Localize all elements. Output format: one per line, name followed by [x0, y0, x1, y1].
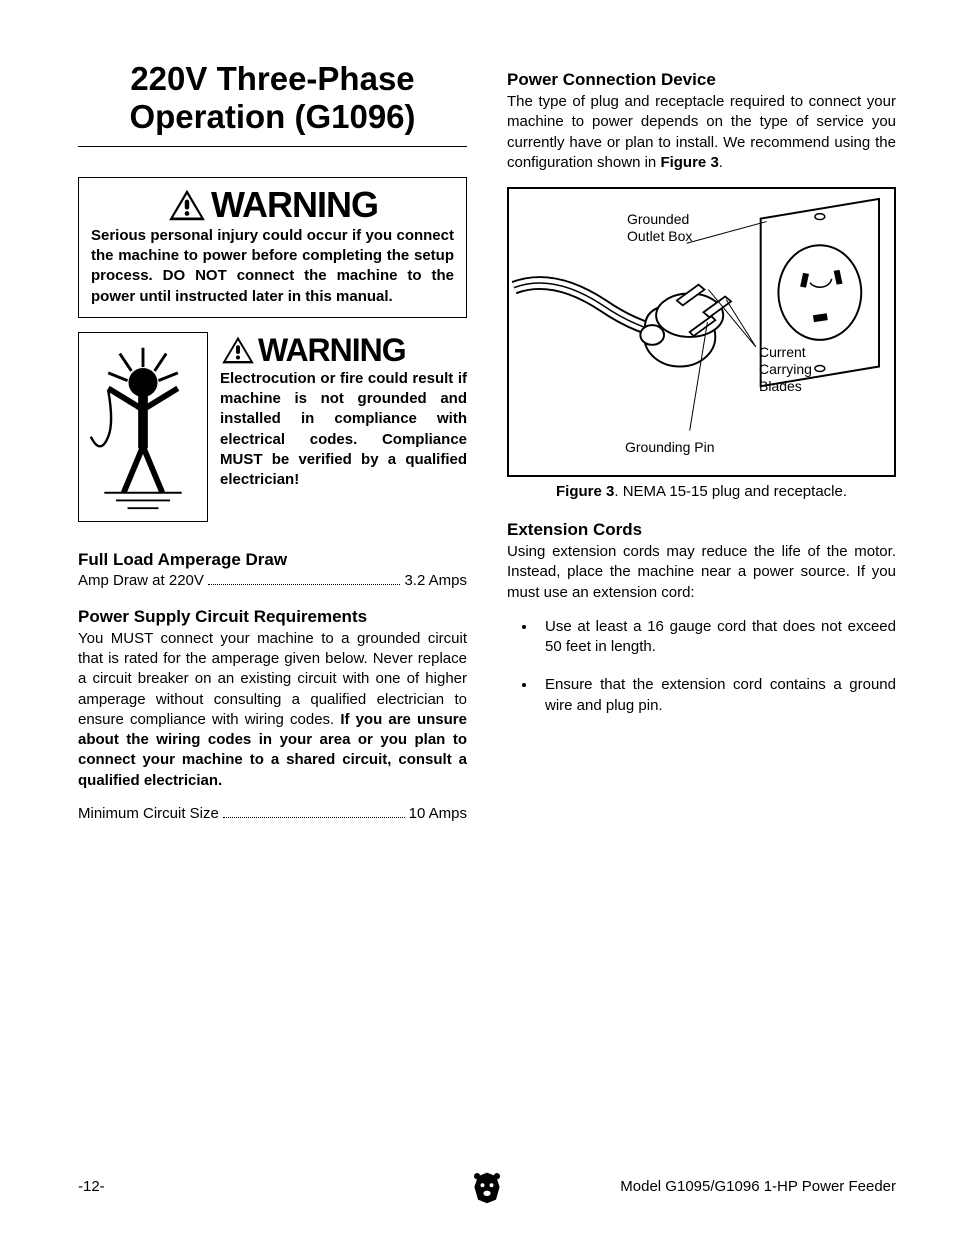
extcords-bullet-0: Use at least a 16 gauge cord that does n… — [537, 617, 896, 658]
label-outlet-box: Grounded Outlet Box — [627, 211, 692, 245]
pcd-text-tail: . — [719, 154, 723, 171]
figure-3-box: Grounded Outlet Box Current Carrying Bla… — [507, 187, 896, 477]
footer-model: Model G1095/G1096 1-HP Power Feeder — [620, 1178, 896, 1195]
title-rule — [78, 146, 467, 147]
min-circuit-label: Minimum Circuit Size — [78, 805, 219, 822]
amperage-label: Amp Draw at 220V — [78, 572, 204, 589]
warning-text-2: Electrocution or fire could result if ma… — [220, 369, 467, 491]
shock-icon-box — [78, 332, 208, 522]
amperage-row: Amp Draw at 220V 3.2 Amps — [78, 572, 467, 589]
extcords-intro: Using extension cords may reduce the lif… — [507, 542, 896, 603]
page-footer: -12- Model G1095/G1096 1-HP Power Feeder — [78, 1178, 896, 1195]
extcords-heading: Extension Cords — [507, 520, 896, 540]
extcords-bullets: Use at least a 16 gauge cord that does n… — [507, 617, 896, 716]
warning-header-2: WARNING — [220, 332, 467, 369]
dot-leader — [223, 801, 405, 818]
warning-triangle-icon — [220, 335, 256, 365]
right-column: Power Connection Device The type of plug… — [507, 60, 896, 840]
pcd-heading: Power Connection Device — [507, 70, 896, 90]
pcd-text-bold: Figure 3 — [660, 154, 718, 171]
amperage-value: 3.2 Amps — [404, 572, 467, 589]
page-title: 220V Three-Phase Operation (G1096) — [78, 60, 467, 136]
figure-caption: Figure 3. NEMA 15-15 plug and receptacle… — [507, 483, 896, 500]
warning-col-2: WARNING Electrocution or fire could resu… — [220, 332, 467, 522]
pcd-text: The type of plug and receptacle required… — [507, 92, 896, 173]
dot-leader — [208, 568, 401, 585]
left-column: 220V Three-Phase Operation (G1096) WARNI… — [78, 60, 467, 840]
warning-box-1: WARNING Serious personal injury could oc… — [78, 177, 467, 318]
warning-header-1: WARNING — [91, 184, 454, 226]
warning-row-2: WARNING Electrocution or fire could resu… — [78, 332, 467, 522]
min-circuit-row: Minimum Circuit Size 10 Amps — [78, 805, 467, 822]
plug-receptacle-diagram — [509, 189, 894, 475]
circuit-heading: Power Supply Circuit Requirements — [78, 607, 467, 627]
extcords-bullet-1: Ensure that the extension cord contains … — [537, 675, 896, 716]
circuit-text: You MUST connect your machine to a groun… — [78, 629, 467, 791]
warning-label-2: WARNING — [258, 332, 406, 369]
warning-triangle-icon — [167, 188, 207, 222]
min-circuit-value: 10 Amps — [409, 805, 467, 822]
amperage-heading: Full Load Amperage Draw — [78, 550, 467, 570]
label-current-blades: Current Carrying Blades — [759, 344, 812, 394]
warning-text-1: Serious personal injury could occur if y… — [91, 226, 454, 307]
warning-label-1: WARNING — [211, 184, 378, 226]
figure-caption-bold: Figure 3 — [556, 483, 614, 500]
label-grounding-pin: Grounding Pin — [625, 439, 715, 456]
figure-caption-rest: . NEMA 15-15 plug and receptacle. — [614, 483, 847, 500]
electrocution-icon — [85, 338, 201, 516]
footer-page-number: -12- — [78, 1178, 105, 1195]
bear-logo-icon — [469, 1169, 505, 1205]
